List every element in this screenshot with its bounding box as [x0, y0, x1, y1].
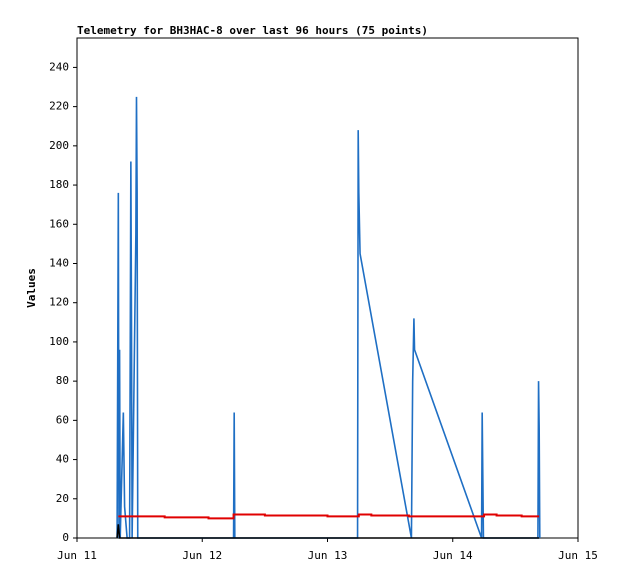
y-tick-label: 160	[49, 217, 69, 230]
x-tick-label: Jun 13	[308, 549, 348, 562]
chart-title: Telemetry for BH3HAC-8 over last 96 hour…	[77, 24, 428, 37]
x-tick-label: Jun 12	[182, 549, 222, 562]
y-axis-label: Values	[25, 268, 38, 308]
x-tick-label: Jun 11	[57, 549, 97, 562]
series-line	[116, 96, 541, 539]
y-tick-label: 80	[56, 374, 69, 387]
series-line	[118, 513, 540, 520]
y-tick-label: 200	[49, 139, 69, 152]
y-tick-label: 20	[56, 492, 69, 505]
series-line	[116, 524, 540, 539]
y-tick-label: 100	[49, 335, 69, 348]
y-tick-label: 220	[49, 100, 69, 113]
plot-frame	[76, 37, 579, 539]
y-tick-label: 240	[49, 60, 69, 73]
y-tick-label: 40	[56, 453, 69, 466]
y-tick-label: 180	[49, 178, 69, 191]
x-tick-label: Jun 14	[433, 549, 473, 562]
x-tick-label: Jun 15	[558, 549, 598, 562]
y-tick-label: 60	[56, 413, 69, 426]
y-tick-label: 0	[62, 531, 69, 544]
y-tick-label: 140	[49, 256, 69, 269]
y-tick-label: 120	[49, 296, 69, 309]
